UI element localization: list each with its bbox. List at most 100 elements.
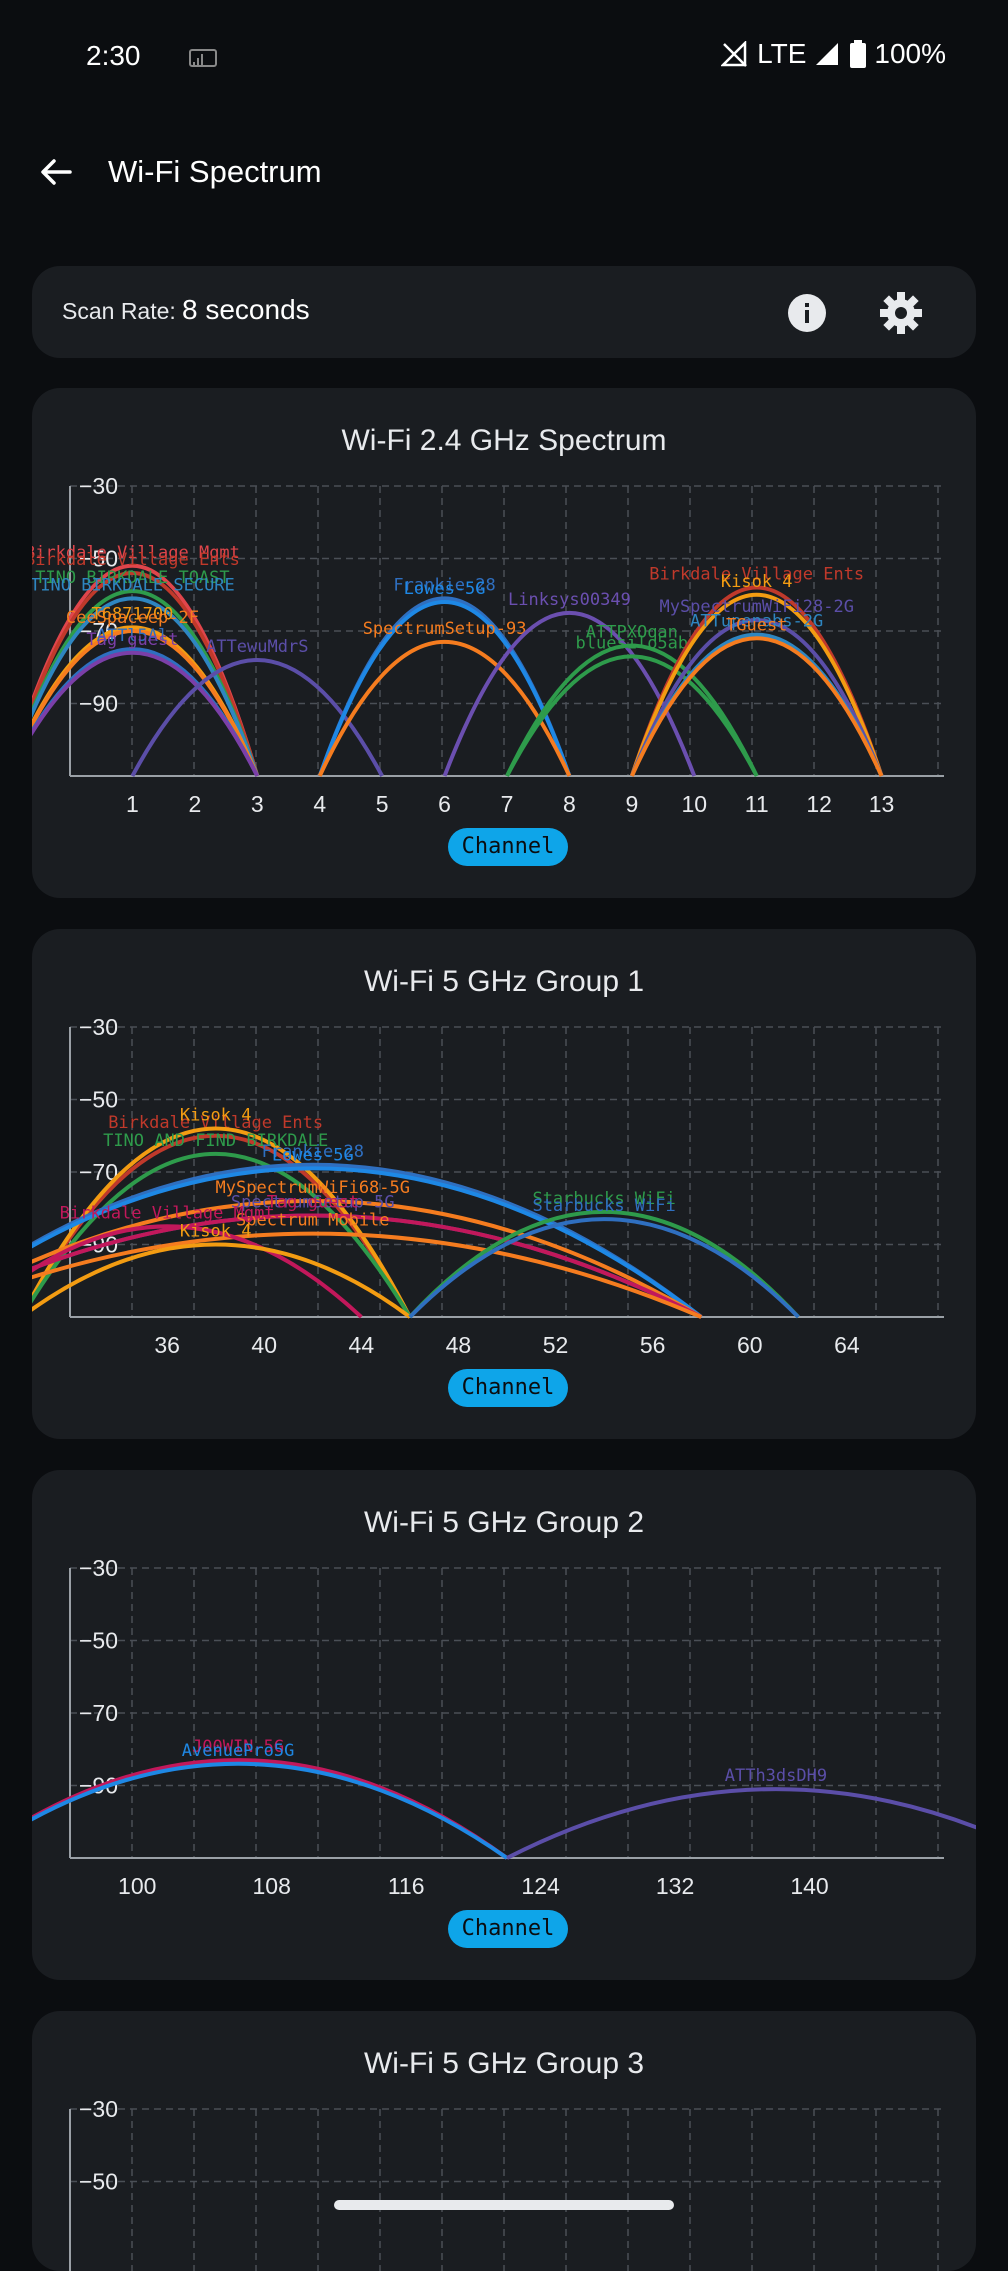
x-tick-label: 7	[501, 791, 514, 817]
ssid-label: Tag guest	[267, 1193, 359, 1213]
y-tick-label: −70	[79, 1700, 118, 1726]
ssid-label: Birkdale Village Mgmt	[32, 543, 240, 563]
signal-arc	[317, 600, 572, 777]
ssid-label: Birkdale Village Ents	[649, 565, 864, 585]
cast-icon	[189, 49, 217, 67]
info-icon[interactable]	[786, 292, 828, 334]
x-tick-label: 52	[543, 1332, 569, 1358]
x-tick-label: 116	[388, 1873, 425, 1899]
ssid-label: Tag guest	[86, 630, 178, 650]
battery-icon	[850, 40, 867, 68]
ssid-label: TINO BIRKDALE SECURE	[32, 575, 235, 595]
status-bar: 2:30 LTE 100%	[0, 0, 1008, 112]
x-tick-label: 3	[251, 791, 264, 817]
ssid-label: MySpectrumWiFi28-2G	[659, 597, 853, 617]
channel-axis-button[interactable]: Channel	[448, 1369, 568, 1407]
signal-arc	[630, 618, 884, 777]
x-tick-label: 124	[521, 1873, 560, 1899]
y-tick-label: −50	[79, 1087, 118, 1113]
y-tick-label: −30	[79, 1555, 118, 1581]
ssid-label: Birkdale Village Mgmt	[60, 1203, 275, 1223]
signal-arc	[32, 1151, 412, 1319]
signal-arc	[32, 1231, 703, 1319]
arrow-back-icon[interactable]	[36, 152, 76, 192]
ssid-label: bluesilo5ab	[576, 633, 689, 653]
y-tick-label: −50	[79, 546, 118, 572]
x-tick-label: 64	[834, 1332, 860, 1358]
ssid-label: T6871700	[91, 604, 173, 624]
x-tick-label: 100	[118, 1873, 156, 1899]
y-tick-label: −30	[79, 1014, 118, 1040]
home-indicator[interactable]	[334, 2200, 674, 2210]
x-tick-label: 11	[745, 791, 769, 817]
ssid-label: Lowes-5G	[404, 579, 486, 599]
status-indicators: LTE 100%	[721, 38, 946, 70]
x-tick-label: 1	[126, 791, 139, 817]
scan-rate-card: Scan Rate: 8 seconds	[32, 266, 976, 358]
ssid-label: Kisok 4	[180, 1106, 252, 1126]
channel-axis-button[interactable]: Channel	[448, 828, 568, 866]
x-tick-label: 4	[313, 791, 326, 817]
channel-axis-button[interactable]: Channel	[448, 1910, 568, 1948]
ssid-label: Birkdale Village Ents	[108, 1113, 323, 1133]
ssid-label: Kisok 4	[180, 1222, 252, 1242]
ssid-label: Starbucks WiFi	[532, 1189, 675, 1209]
ssid-label: Spectrum Mobile	[236, 1211, 390, 1231]
signal-arc	[32, 1224, 363, 1319]
chart-card-5ghz-group2: Wi-Fi 5 GHz Group 2 −30 −50 −70 −90 100 108 11…	[32, 1470, 976, 1980]
signal-off-icon	[721, 41, 747, 67]
x-tick-label: 108	[253, 1873, 291, 1899]
scan-rate-label: Scan Rate:	[62, 298, 176, 324]
x-tick-label: 6	[438, 791, 451, 817]
signal-arc	[32, 1242, 412, 1319]
spectrum-chart-5ghz-group3: −30 −50	[69, 2096, 944, 2271]
signal-arc	[32, 1761, 509, 1860]
status-time: 2:30	[86, 40, 141, 71]
app-bar: Wi-Fi Spectrum	[0, 130, 1008, 214]
x-tick-label: 5	[376, 791, 389, 817]
signal-arc	[629, 593, 884, 777]
signal-arc	[32, 571, 260, 777]
ssid-label: SpectrumSetup-5G	[231, 1193, 395, 1213]
ssid-label: J00WIN-5G	[192, 1737, 284, 1757]
ssid-label: ATTPXOqan	[586, 623, 678, 643]
signal-arc	[32, 629, 260, 777]
ssid-label: ATTewuMdrS	[206, 637, 308, 657]
signal-arc	[32, 650, 260, 777]
chart-card-24ghz: Wi-Fi 2.4 GHz Spectrum −30 −50 −70 −90 1 2 3 4 5…	[32, 388, 976, 898]
signal-arc	[317, 639, 572, 777]
signal-arc	[408, 1210, 800, 1319]
x-tick-label: 8	[563, 791, 576, 817]
x-tick-label: 56	[640, 1332, 666, 1358]
scan-rate-value[interactable]: 8 seconds	[182, 294, 310, 325]
y-tick-label: −90	[79, 691, 118, 717]
ssid-label: Frankie 28	[262, 1142, 364, 1162]
x-tick-label: 40	[251, 1332, 277, 1358]
signal-arc	[506, 1787, 976, 1860]
chart-title: Wi-Fi 5 GHz Group 1	[363, 965, 645, 998]
y-tick-label: −30	[79, 2096, 118, 2122]
ssid-label: ATTl5Al	[97, 626, 169, 646]
page-title: Wi-Fi Spectrum	[108, 154, 322, 189]
signal-arc	[32, 1166, 703, 1319]
chart-title: Wi-Fi 5 GHz Group 2	[363, 1506, 645, 1539]
signal-arc	[408, 1217, 800, 1319]
gear-icon[interactable]	[878, 290, 924, 336]
signal-icon	[816, 43, 839, 65]
battery-level: 100%	[874, 38, 946, 69]
signal-arc	[505, 643, 759, 777]
ssid-label: TGuest	[726, 615, 787, 635]
ssid-label: Birkdale Village Ents	[32, 550, 240, 570]
ssid-label: Linksys00349	[508, 590, 631, 610]
y-tick-label: −50	[79, 1628, 118, 1654]
signal-arc	[32, 596, 260, 777]
ssid-label: TINO AND FIND BIRKDALE	[103, 1131, 328, 1151]
ssid-label: Lowes-5G	[272, 1145, 354, 1165]
ssid-label: Kisok 4	[721, 572, 793, 592]
ssid-label: Frankie 28	[393, 575, 495, 595]
ssid-label: SpectrumSetup-93	[363, 619, 527, 639]
x-tick-label: 132	[656, 1873, 694, 1899]
